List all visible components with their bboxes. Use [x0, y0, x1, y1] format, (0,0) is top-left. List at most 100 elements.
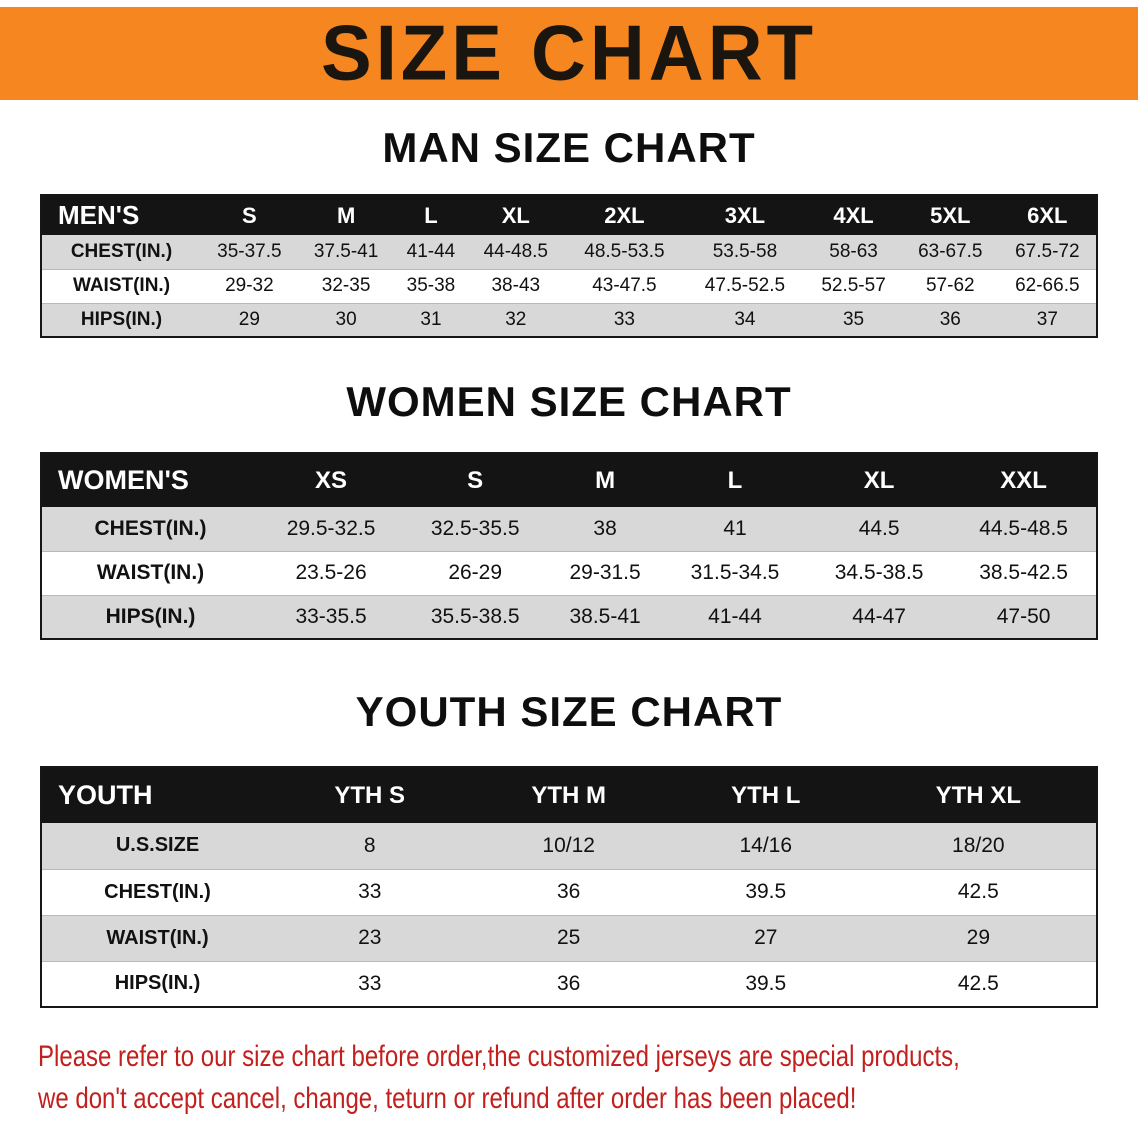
size-cell: 29-32	[201, 268, 298, 303]
size-cell: 38-43	[467, 268, 565, 303]
women-chest-row: CHEST(IN.) 29.5-32.5 32.5-35.5 38 41 44.…	[41, 507, 1097, 551]
size-cell: 47.5-52.5	[684, 268, 806, 303]
women-size-col-xxl: XXL	[951, 453, 1097, 507]
size-cell: 62-66.5	[998, 268, 1097, 303]
youth-size-col-s: YTH S	[273, 767, 467, 823]
row-label: CHEST(IN.)	[41, 235, 201, 269]
men-waist-row: WAIST(IN.) 29-32 32-35 35-38 38-43 43-47…	[41, 268, 1097, 303]
size-chart-page: SIZE CHART MAN SIZE CHART MEN'S S M L XL…	[0, 7, 1138, 1139]
women-hips-row: HIPS(IN.) 33-35.5 35.5-38.5 38.5-41 41-4…	[41, 594, 1097, 639]
size-cell: 57-62	[901, 268, 999, 303]
row-label: WAIST(IN.)	[41, 268, 201, 303]
men-size-col-l: L	[394, 195, 468, 235]
size-cell: 47-50	[951, 594, 1097, 639]
size-cell: 32-35	[297, 268, 395, 303]
men-table-title: MEN'S	[41, 195, 201, 235]
men-size-col-m: M	[297, 195, 395, 235]
size-cell: 67.5-72	[998, 235, 1097, 269]
size-cell: 41-44	[394, 235, 468, 269]
size-cell: 53.5-58	[684, 235, 806, 269]
row-label: HIPS(IN.)	[41, 960, 273, 1007]
disclaimer-line-2: we don't accept cancel, change, teturn o…	[38, 1082, 857, 1115]
size-cell: 35	[805, 302, 902, 337]
men-size-table: MEN'S S M L XL 2XL 3XL 4XL 5XL 6XL CHEST…	[40, 194, 1098, 338]
size-cell: 14/16	[670, 823, 861, 869]
size-cell: 44-48.5	[467, 235, 565, 269]
men-size-col-s: S	[201, 195, 298, 235]
youth-size-table: YOUTH YTH S YTH M YTH L YTH XL U.S.SIZE …	[40, 766, 1098, 1008]
size-cell: 43-47.5	[564, 268, 685, 303]
youth-table-title: YOUTH	[41, 767, 273, 823]
size-cell: 63-67.5	[901, 235, 999, 269]
size-cell: 32.5-35.5	[403, 507, 548, 551]
size-cell: 31	[394, 302, 468, 337]
size-cell: 44.5-48.5	[951, 507, 1097, 551]
disclaimer-note: Please refer to our size chart before or…	[38, 1036, 1138, 1120]
women-size-col-xs: XS	[259, 453, 404, 507]
row-label: CHEST(IN.)	[41, 507, 259, 551]
size-cell: 35-37.5	[201, 235, 298, 269]
size-cell: 48.5-53.5	[564, 235, 685, 269]
size-cell: 39.5	[670, 868, 861, 915]
row-label: WAIST(IN.)	[41, 550, 259, 595]
size-cell: 44-47	[807, 594, 952, 639]
size-cell: 42.5	[860, 868, 1097, 915]
size-cell: 42.5	[860, 960, 1097, 1007]
size-cell: 34	[684, 302, 806, 337]
size-cell: 27	[670, 914, 861, 961]
size-cell: 25	[466, 914, 671, 961]
size-cell: 18/20	[860, 823, 1097, 869]
size-cell: 29.5-32.5	[259, 507, 404, 551]
row-label: WAIST(IN.)	[41, 914, 273, 961]
youth-waist-row: WAIST(IN.) 23 25 27 29	[41, 914, 1097, 961]
size-cell: 29	[860, 914, 1097, 961]
youth-section-heading: YOUTH SIZE CHART	[355, 688, 783, 735]
size-cell: 33-35.5	[259, 594, 404, 639]
size-cell: 36	[466, 960, 671, 1007]
row-label: HIPS(IN.)	[41, 594, 259, 639]
women-waist-row: WAIST(IN.) 23.5-26 26-29 29-31.5 31.5-34…	[41, 550, 1097, 595]
disclaimer-line-1: Please refer to our size chart before or…	[38, 1040, 960, 1073]
men-size-col-4xl: 4XL	[805, 195, 902, 235]
size-cell: 29	[201, 302, 298, 337]
size-cell: 30	[297, 302, 395, 337]
youth-ussize-row: U.S.SIZE 8 10/12 14/16 18/20	[41, 823, 1097, 869]
size-cell: 29-31.5	[547, 550, 663, 595]
men-size-col-3xl: 3XL	[684, 195, 806, 235]
size-cell: 36	[466, 868, 671, 915]
size-cell: 58-63	[805, 235, 902, 269]
men-hips-row: HIPS(IN.) 29 30 31 32 33 34 35 36 37	[41, 302, 1097, 337]
women-header-row: WOMEN'S XS S M L XL XXL	[41, 453, 1097, 507]
youth-chest-row: CHEST(IN.) 33 36 39.5 42.5	[41, 868, 1097, 915]
size-cell: 8	[273, 823, 467, 869]
title-banner: SIZE CHART	[0, 7, 1138, 100]
row-label: CHEST(IN.)	[41, 868, 273, 915]
size-cell: 37	[998, 302, 1097, 337]
women-size-col-l: L	[662, 453, 808, 507]
size-cell: 38.5-41	[547, 594, 663, 639]
size-cell: 38.5-42.5	[951, 550, 1097, 595]
size-cell: 34.5-38.5	[807, 550, 952, 595]
men-size-col-xl: XL	[467, 195, 565, 235]
women-size-table: WOMEN'S XS S M L XL XXL CHEST(IN.) 29.5-…	[40, 452, 1098, 640]
size-cell: 39.5	[670, 960, 861, 1007]
women-section-heading: WOMEN SIZE CHART	[346, 378, 792, 425]
size-cell: 33	[273, 960, 467, 1007]
row-label: U.S.SIZE	[41, 823, 273, 869]
men-size-col-5xl: 5XL	[901, 195, 999, 235]
youth-hips-row: HIPS(IN.) 33 36 39.5 42.5	[41, 960, 1097, 1007]
size-cell: 10/12	[466, 823, 671, 869]
size-cell: 38	[547, 507, 663, 551]
women-size-col-m: M	[547, 453, 663, 507]
youth-size-col-l: YTH L	[670, 767, 861, 823]
men-size-col-6xl: 6XL	[998, 195, 1097, 235]
size-cell: 31.5-34.5	[662, 550, 808, 595]
size-cell: 23.5-26	[259, 550, 404, 595]
size-cell: 32	[467, 302, 565, 337]
youth-size-col-xl: YTH XL	[860, 767, 1097, 823]
women-size-col-s: S	[403, 453, 548, 507]
size-cell: 41-44	[662, 594, 808, 639]
size-cell: 44.5	[807, 507, 952, 551]
women-size-col-xl: XL	[807, 453, 952, 507]
page-title: SIZE CHART	[321, 10, 817, 97]
